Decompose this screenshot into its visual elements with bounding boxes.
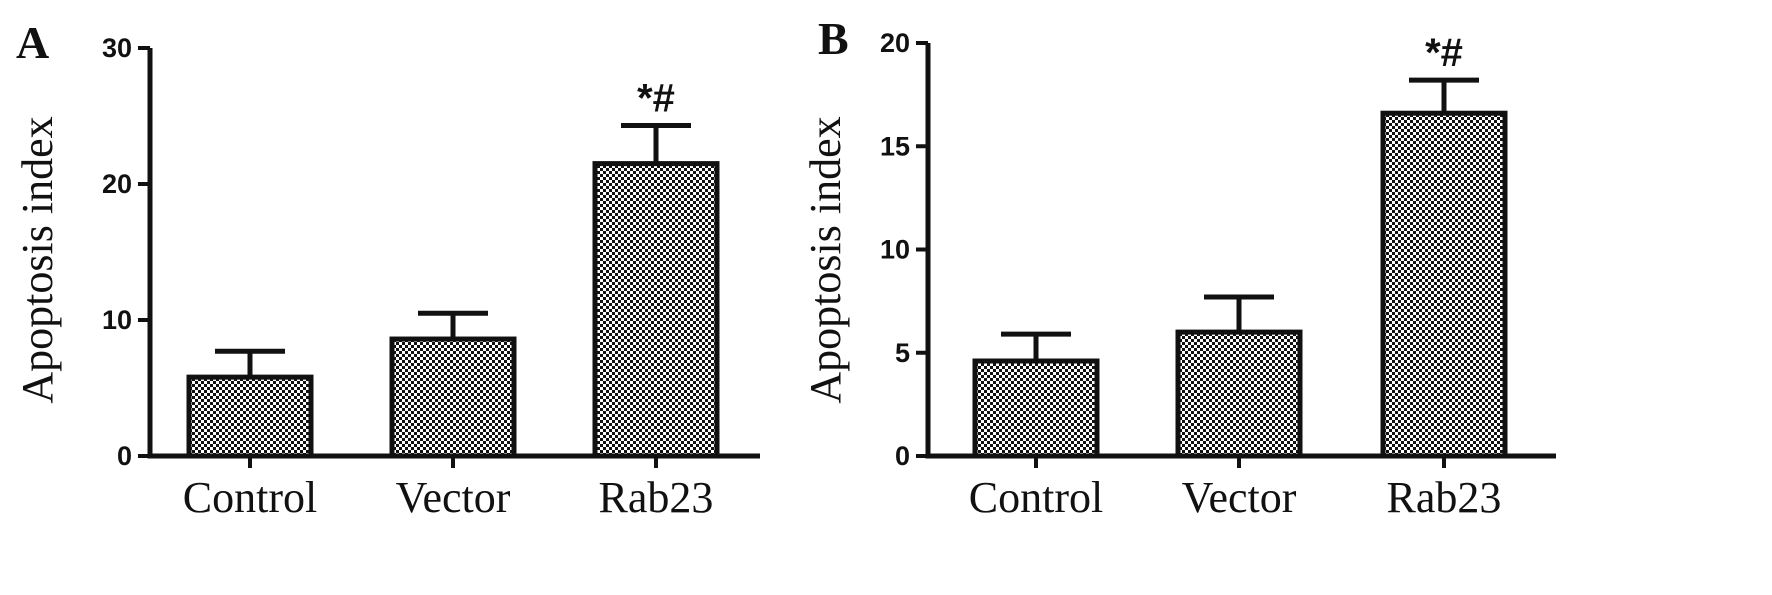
- panel-b-x-category-label: Vector: [1182, 473, 1297, 522]
- panel-b-y-tick-label: 20: [880, 28, 910, 58]
- panel-b-marks: *#: [972, 31, 1508, 459]
- panel-a-bar-vector: [389, 336, 517, 459]
- panel-b-y-tick-label: 10: [880, 235, 910, 265]
- panel-a-significance-mark: *#: [637, 77, 675, 121]
- panel-b-axes: [925, 43, 1556, 459]
- panel-a-error-bar-rab23: [621, 123, 691, 164]
- panel-a-y-tick-label: 10: [102, 305, 132, 335]
- panel-b-label: B: [818, 13, 849, 64]
- panel-a-ticks: 0 10 20 30: [102, 33, 658, 471]
- panel-b-ticks: 0 5 10 15 20: [880, 28, 1446, 471]
- panel-a: A Apoptosis index *# 0 10 20 30 Control Vect…: [13, 17, 760, 522]
- panel-a-x-category-label: Vector: [396, 473, 511, 522]
- panel-b-y-axis-label: Apoptosis index: [801, 116, 850, 403]
- panel-b-bar-rab23: [1380, 110, 1508, 459]
- panel-a-categories: Control Vector Rab23: [183, 473, 714, 522]
- panel-a-x-category-label: Control: [183, 473, 317, 522]
- panel-a-y-tick-label: 0: [117, 441, 132, 471]
- panel-a-error-bar-vector: [418, 310, 488, 340]
- panel-b: B Apoptosis index *# 0 5 10 15 20 Control Vec…: [801, 13, 1556, 522]
- panel-b-y-tick-label: 5: [895, 338, 910, 368]
- panel-a-label: A: [16, 17, 49, 68]
- panel-a-x-category-label: Rab23: [599, 473, 714, 522]
- panel-b-bar-vector: [1175, 329, 1303, 459]
- panel-b-x-category-label: Control: [969, 473, 1103, 522]
- panel-a-bar-control: [186, 374, 314, 459]
- panel-a-axes: [147, 48, 760, 459]
- panel-b-significance-mark: *#: [1425, 31, 1463, 75]
- panel-a-y-axis-label: Apoptosis index: [13, 116, 62, 403]
- panel-b-error-bar-vector: [1204, 294, 1274, 333]
- panel-b-x-category-label: Rab23: [1387, 473, 1502, 522]
- panel-b-y-tick-label: 15: [880, 131, 910, 161]
- panel-b-error-bar-control: [1001, 331, 1071, 362]
- panel-b-error-bar-rab23: [1409, 77, 1479, 114]
- panel-a-bar-rab23: [592, 161, 720, 459]
- panel-a-error-bar-control: [215, 348, 285, 378]
- panel-a-marks: *#: [186, 77, 720, 459]
- panel-b-y-tick-label: 0: [895, 441, 910, 471]
- panel-a-y-tick-label: 30: [102, 33, 132, 63]
- panel-b-bar-control: [972, 358, 1100, 459]
- panel-b-categories: Control Vector Rab23: [969, 473, 1502, 522]
- panel-a-y-tick-label: 20: [102, 169, 132, 199]
